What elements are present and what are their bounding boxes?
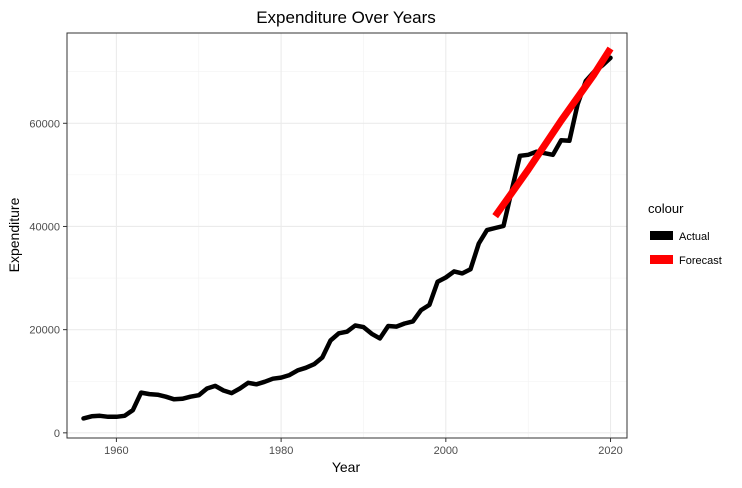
y-tick-label: 0 <box>54 428 60 440</box>
legend-swatch-actual <box>650 231 673 240</box>
y-tick-label: 60000 <box>29 118 60 130</box>
legend-label-actual: Actual <box>679 231 710 243</box>
x-tick-label: 1960 <box>104 445 128 457</box>
plot-panel <box>67 33 627 438</box>
y-tick-label: 20000 <box>29 325 60 337</box>
chart-title: Expenditure Over Years <box>256 8 436 27</box>
series-line-actual <box>81 55 613 421</box>
y-axis-title: Expenditure <box>6 197 22 272</box>
legend-entry-actual: Actual <box>650 231 710 243</box>
legend-title: colour <box>648 201 684 216</box>
series-layer <box>81 46 614 421</box>
y-tick-label: 40000 <box>29 221 60 233</box>
x-tick-label: 2000 <box>434 445 458 457</box>
x-axis-title: Year <box>332 459 361 475</box>
x-axis: 1960 1980 2000 2020 <box>104 438 623 457</box>
legend: colour Actual Forecast <box>648 201 722 267</box>
plot-border <box>66 32 628 439</box>
series-line-forecast <box>492 46 614 219</box>
legend-entry-forecast: Forecast <box>650 255 722 267</box>
x-tick-label: 2020 <box>598 445 622 457</box>
legend-swatch-forecast <box>650 255 673 264</box>
y-axis: 0 20000 40000 60000 <box>29 118 67 440</box>
legend-label-forecast: Forecast <box>679 255 722 267</box>
x-tick-label: 1980 <box>269 445 293 457</box>
